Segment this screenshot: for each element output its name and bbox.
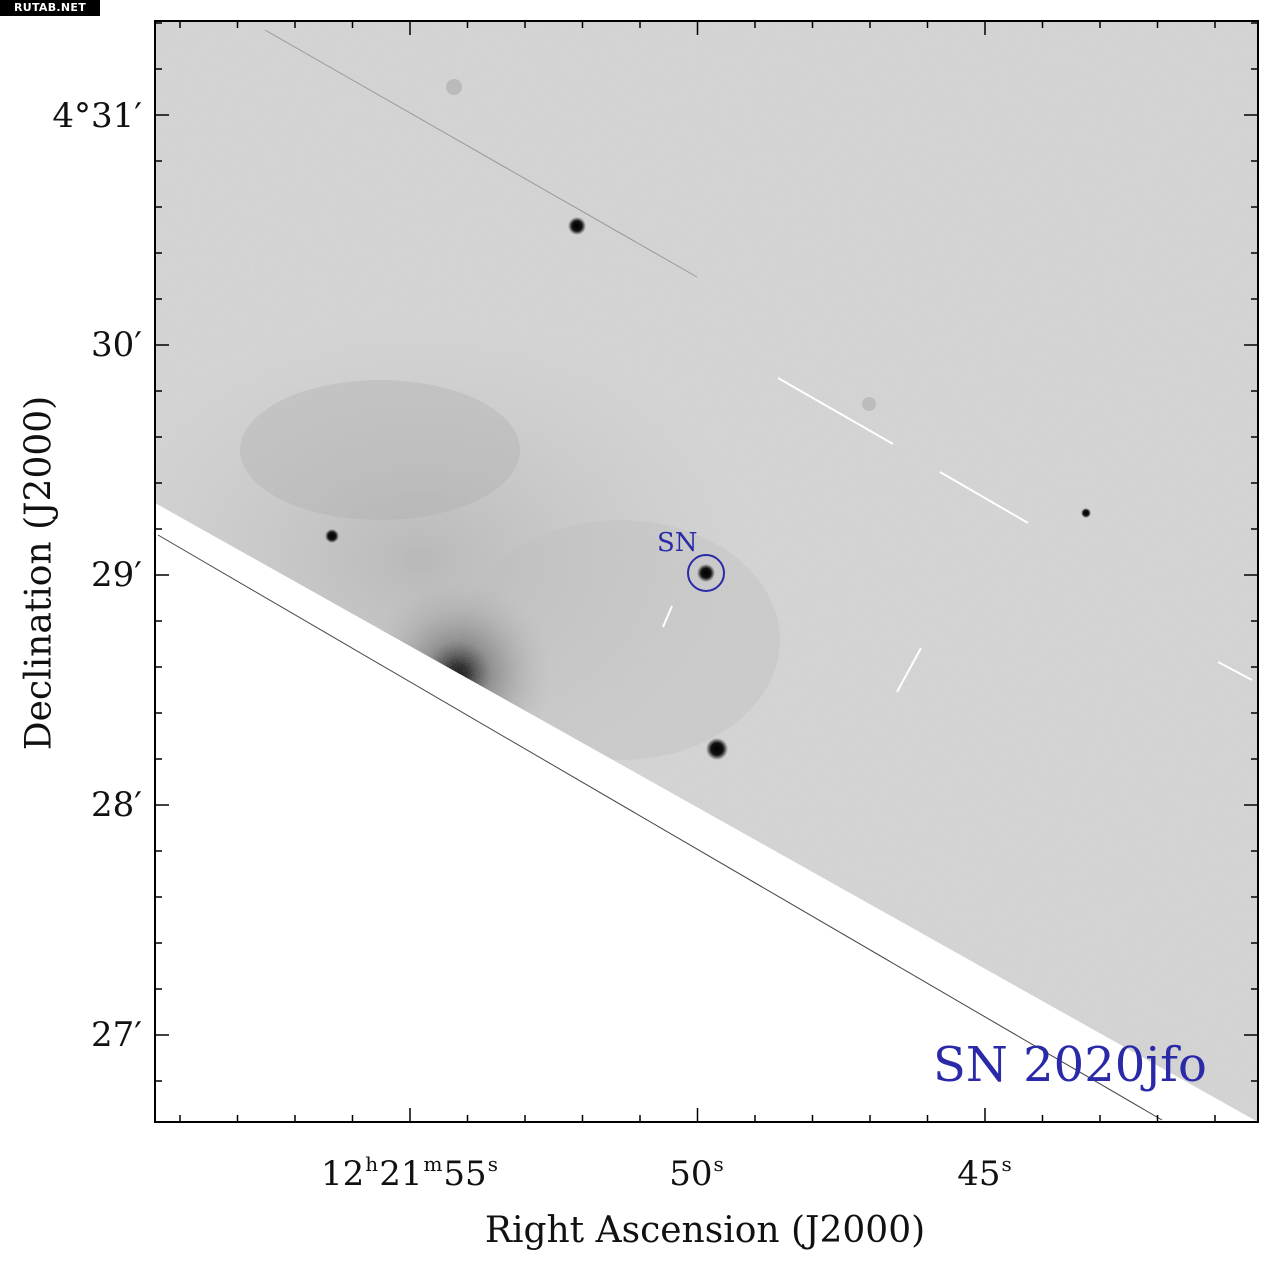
plot-frame (154, 20, 1259, 1123)
cosmic-ray (896, 647, 922, 693)
star (1081, 508, 1091, 518)
star (706, 738, 728, 760)
watermark-badge: RUTAB.NET (0, 0, 100, 16)
sn-marker-label: SN (657, 528, 698, 558)
object-name-label: SN 2020jfo (933, 1037, 1207, 1093)
image-region (155, 21, 1258, 1122)
sn-marker-circle (687, 554, 725, 592)
chip-edge-line (157, 534, 1163, 1121)
x-tick-label: 45s (957, 1152, 1012, 1194)
faint-star (446, 79, 462, 95)
x-tick-label: 50s (669, 1152, 724, 1194)
y-tick-label: 28′ (91, 785, 142, 825)
star (568, 217, 586, 235)
supernova-source (697, 564, 715, 582)
star (325, 529, 339, 543)
faint-star (862, 397, 876, 411)
cosmic-ray (777, 377, 894, 445)
y-tick-label: 4°31′ (52, 96, 142, 136)
y-tick-label: 30′ (91, 325, 142, 365)
axis-ticks (155, 21, 1258, 1122)
y-axis-title: Declination (J2000) (18, 395, 60, 751)
x-axis-title: Right Ascension (J2000) (484, 1210, 926, 1251)
y-tick-label: 27′ (91, 1015, 142, 1055)
cosmic-ray (1217, 661, 1253, 681)
x-tick-label: 12h21m55s (321, 1152, 498, 1194)
unexposed-region (155, 503, 1258, 1122)
y-tick-label: 29′ (91, 555, 142, 595)
cosmic-ray (939, 471, 1029, 524)
satellite-trail (264, 29, 698, 278)
cosmic-ray (662, 605, 673, 628)
